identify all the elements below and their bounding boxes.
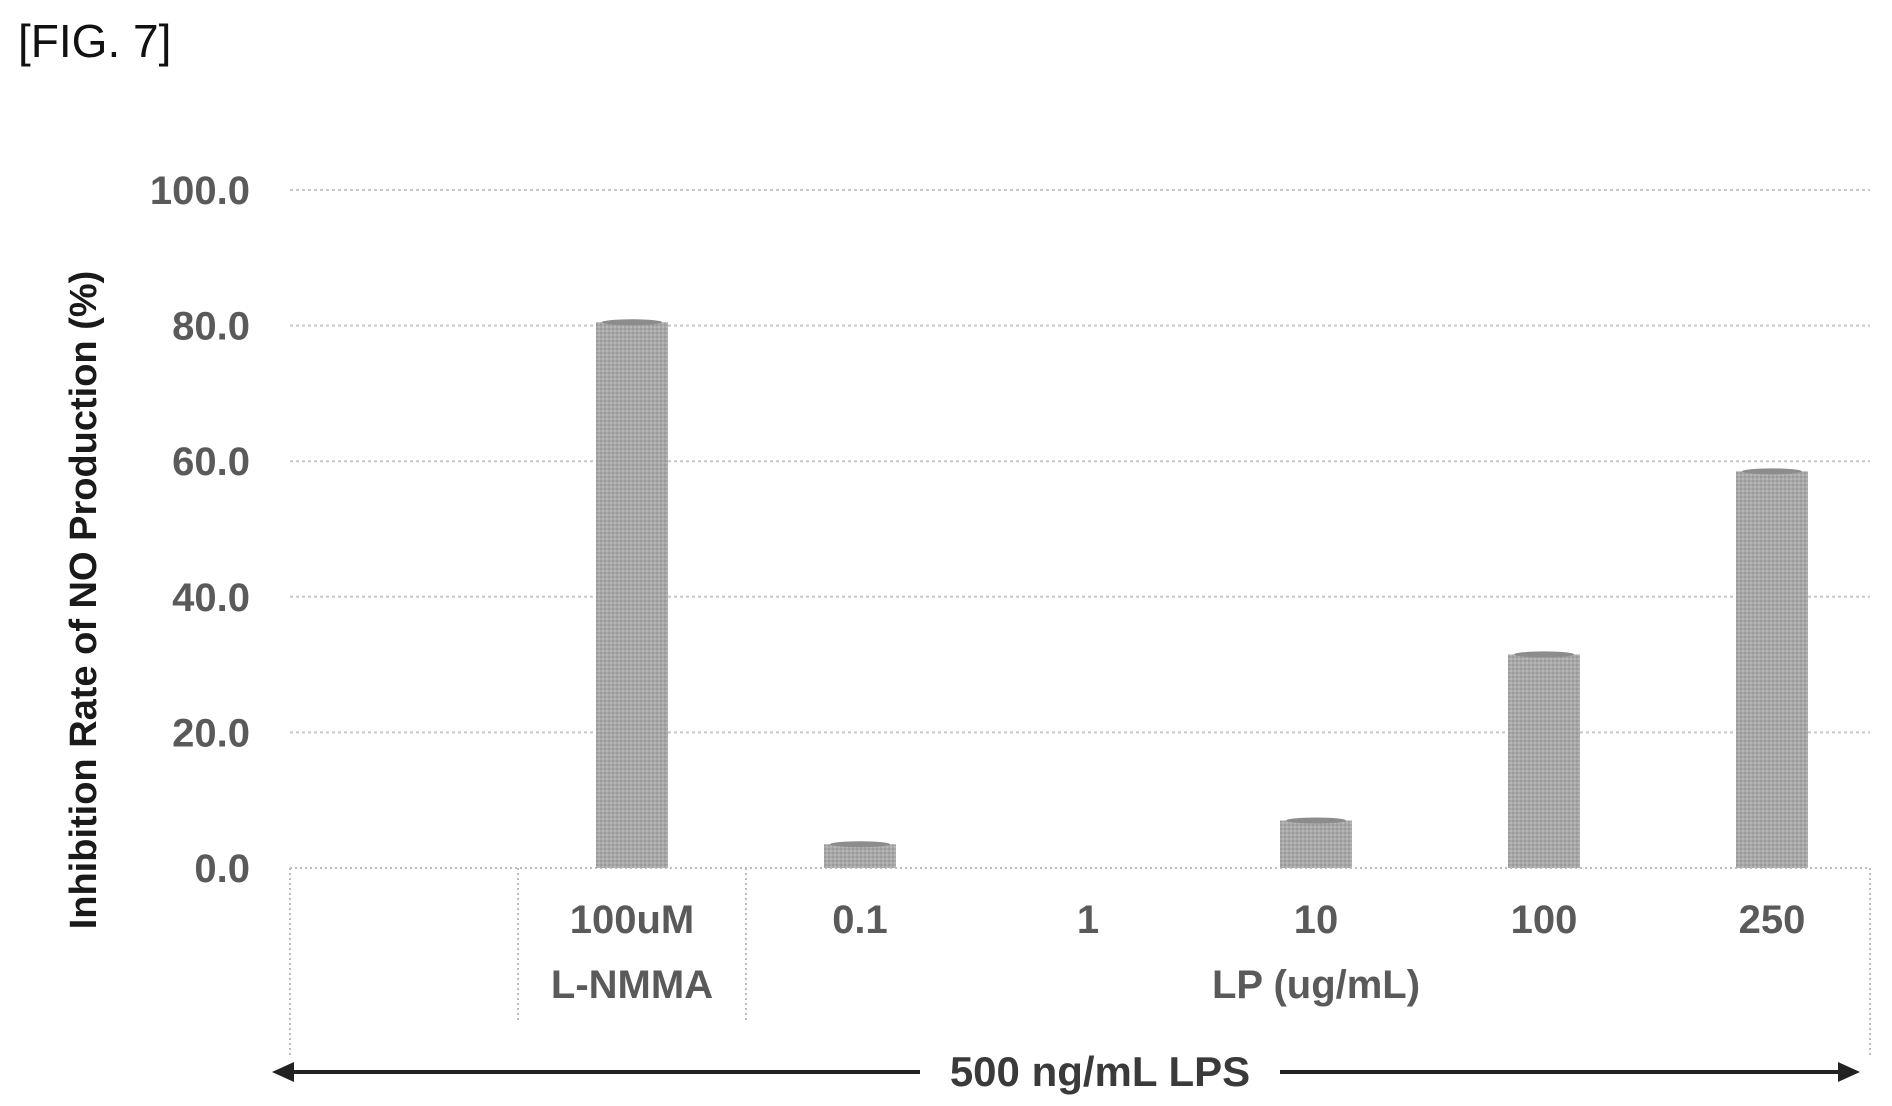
y-tick-label: 60.0 [172,440,250,484]
y-axis-label: Inhibition Rate of NO Production (%) [63,271,105,930]
group-label: L-NMMA [551,963,713,1007]
y-tick-label: 100.0 [150,169,250,213]
span-annotation-label: 500 ng/mL LPS [950,1048,1250,1095]
error-bar [1742,468,1802,475]
bar [1736,471,1808,868]
bar [1508,654,1580,868]
error-bar [830,841,890,848]
bar [824,844,896,868]
bar [1280,820,1352,868]
bar [596,322,668,869]
span-label-background [920,1038,1280,1088]
error-bar [1286,817,1346,824]
category-labels: 100uM 0.1 1 10 100 250 [570,898,1806,942]
error-bar [602,319,662,326]
y-tick-label: 80.0 [172,305,250,349]
category-label: 100 [1511,898,1578,942]
error-bar [1514,651,1574,658]
arrowhead-right-icon [1838,1062,1860,1082]
category-label: 10 [1294,898,1339,942]
y-tick-labels: 0.0 20.0 40.0 60.0 80.0 100.0 [150,169,250,891]
y-tick-label: 40.0 [172,576,250,620]
figure-label: [FIG. 7] [18,15,172,67]
y-tick-label: 20.0 [172,711,250,755]
gridlines [290,189,1870,734]
category-label: 100uM [570,898,695,942]
arrowhead-left-icon [272,1062,294,1082]
y-tick-label: 0.0 [194,847,250,891]
category-label: 0.1 [832,898,888,942]
category-table-frame [289,867,1871,1058]
group-label: LP (ug/mL) [1212,963,1420,1007]
bars [596,319,1808,869]
group-labels: L-NMMA LP (ug/mL) [551,963,1420,1007]
lps-span-annotation: 500 ng/mL LPS [272,1038,1860,1095]
category-label: 250 [1739,898,1806,942]
category-label: 1 [1077,898,1099,942]
